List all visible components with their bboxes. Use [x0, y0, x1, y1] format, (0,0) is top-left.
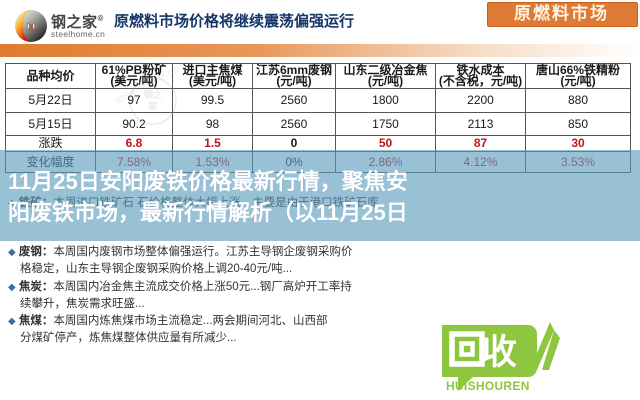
svg-text:国: 国 — [29, 23, 34, 30]
svg-text:收: 收 — [482, 333, 517, 372]
svg-text:HUISHOUREN: HUISHOUREN — [446, 379, 530, 393]
svg-text:家: 家 — [148, 100, 158, 111]
